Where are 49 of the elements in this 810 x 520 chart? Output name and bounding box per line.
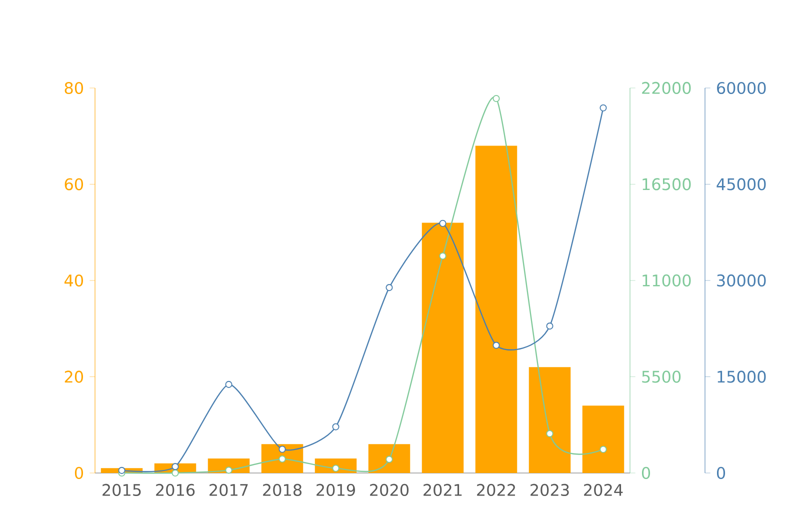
y-tick-label: 60 [64,178,84,190]
point [546,430,554,438]
x-tick-label: 2016 [156,484,195,496]
bar [422,222,464,473]
point [332,464,340,472]
y3-tick-label: 45000 [716,178,766,190]
x-tick-label: 2023 [530,484,569,496]
point [600,446,607,453]
y2-tick-label: 11000 [642,274,691,287]
y3-tick-label: 0 [716,466,726,480]
point [386,456,393,463]
point [172,463,179,470]
point [546,322,554,330]
point [278,446,286,453]
bar [368,444,410,473]
y2-tick-label: 0 [642,466,650,480]
y3-tick-label: 30000 [717,274,766,287]
point [172,469,179,477]
y2-tick-label: 16500 [642,178,691,190]
y-tick-label: 80 [64,82,84,94]
x-tick-label: 2024 [584,484,623,496]
point [600,104,607,112]
point [492,342,500,349]
point [118,466,126,474]
point [492,94,500,102]
y-tick-label: 40 [64,274,84,287]
bar [475,146,518,473]
y-tick-label: 20 [64,370,84,383]
x-tick-label: 2020 [370,484,409,496]
y-tick-label: 0 [74,466,84,480]
y3-tick-label: 15000 [718,370,766,383]
point [439,220,446,227]
x-tick-label: 2019 [316,484,355,496]
x-tick-label: 2018 [263,484,302,496]
point [278,455,286,463]
point [386,284,393,292]
y2-tick-label: 5500 [642,370,681,383]
y2-tick-label: 22000 [642,82,691,94]
x-tick-label: 2015 [102,484,141,496]
y3-tick-label: 60000 [717,82,766,94]
point [332,423,340,430]
bar [582,406,624,473]
point [225,380,232,388]
x-tick-label: 2022 [477,484,515,496]
x-tick-label: 2021 [424,484,462,496]
x-tick-label: 2017 [210,484,248,496]
point [439,252,446,260]
point [225,466,232,474]
bar [528,367,571,473]
